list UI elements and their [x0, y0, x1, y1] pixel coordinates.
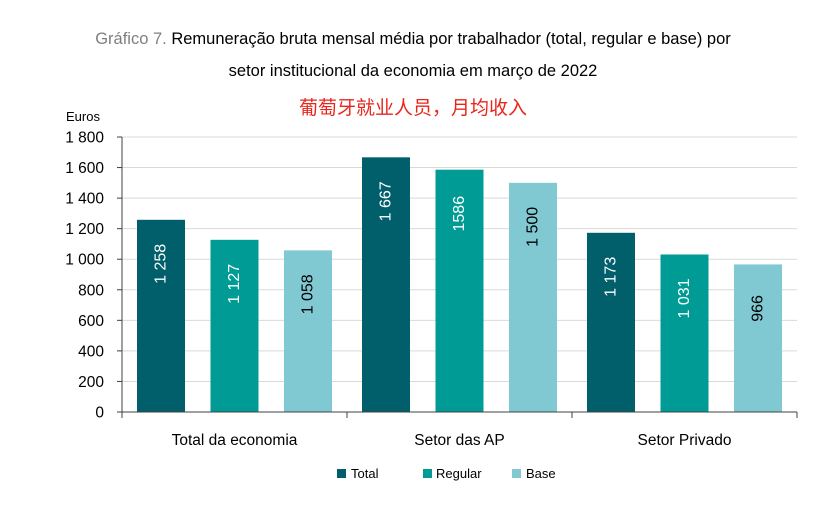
x-category-label: Setor Privado	[638, 432, 732, 449]
legend-label-regular: Regular	[436, 466, 482, 481]
y-tick-label: 600	[78, 313, 104, 330]
y-axis-label: Euros	[66, 109, 100, 124]
bar-regular	[210, 239, 259, 412]
bar-value-label: 1 031	[676, 278, 693, 318]
y-tick-label: 1 000	[65, 252, 104, 269]
bar-total	[587, 232, 635, 412]
legend-label-total: Total	[351, 466, 379, 481]
y-tick-label: 400	[78, 343, 104, 360]
legend-label-base: Base	[526, 466, 556, 481]
bar-regular	[435, 169, 484, 412]
y-tick-label: 1 800	[65, 130, 104, 147]
chart-title-text: Remuneração bruta mensal média por traba…	[171, 30, 731, 48]
bar-value-label: 1 127	[226, 264, 243, 304]
bar-value-label: 1 258	[153, 244, 170, 284]
bar-total	[137, 219, 185, 412]
chart-title-prefix: Gráfico 7.	[95, 30, 167, 48]
x-category-label: Setor das AP	[414, 432, 504, 449]
bar-value-label: 1 173	[603, 257, 620, 297]
y-tick-label: 1 400	[65, 191, 104, 208]
bar-value-label: 1 500	[525, 207, 542, 247]
y-tick-label: 1 200	[65, 221, 104, 238]
bar-value-label: 1586	[451, 196, 468, 232]
chart-annotation: 葡萄牙就业人员，月均收入	[298, 98, 527, 119]
bar-base	[284, 250, 332, 412]
bar-base	[734, 264, 782, 412]
chart-title-line-1: Gráfico 7. Remuneração bruta mensal médi…	[0, 30, 826, 49]
legend-swatch-base	[512, 469, 521, 478]
bar-total	[362, 157, 410, 412]
bar-value-label: 1 058	[300, 274, 317, 314]
x-category-label: Total da economia	[172, 432, 298, 449]
legend-swatch-total	[337, 469, 346, 478]
bar-base	[509, 182, 557, 412]
bar-value-label: 1 667	[378, 181, 395, 221]
y-tick-label: 200	[78, 374, 104, 391]
bar-value-label: 966	[750, 295, 767, 322]
y-tick-label: 800	[78, 282, 104, 299]
y-tick-label: 1 600	[65, 160, 104, 177]
chart-title-line-2: setor institucional da economia em março…	[228, 62, 598, 80]
y-tick-label: 0	[95, 405, 104, 422]
bar-regular	[660, 254, 709, 412]
legend-swatch-regular	[423, 469, 432, 478]
